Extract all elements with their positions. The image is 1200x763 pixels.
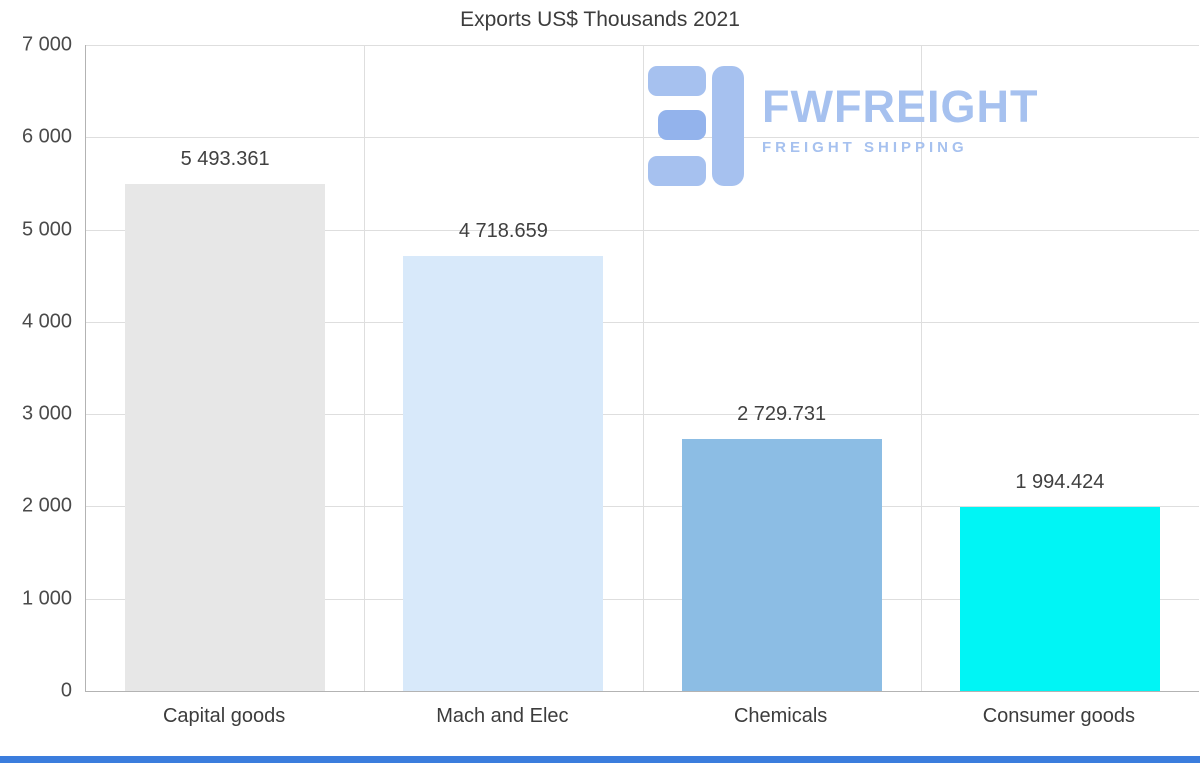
x-tick-label: Capital goods [162,705,286,727]
y-tick-label: 0 [60,679,72,702]
logo-tagline: FREIGHT SHIPPING [762,139,968,156]
fwfreight-logo: FWFREIGHT FREIGHT SHIPPING [648,66,1063,186]
fwfreight-logo-icon [648,66,744,186]
bar-chemicals [681,439,882,691]
x-tick-label: Consumer goods [982,705,1136,727]
chart-title: Exports US$ Thousands 2021 [460,8,740,31]
gridline-vertical [920,45,922,691]
bar-value-label: 1 994.424 [1015,470,1105,493]
bar-value-label: 5 493.361 [180,148,270,171]
y-axis: 7 000 6 000 5 000 4 000 3 000 2 000 1 000 0 [0,34,72,702]
x-tick-label: Mach and Elec [436,705,569,727]
y-tick-label: 2 000 [21,494,72,517]
gridline-vertical [364,45,366,691]
y-tick-label: 7 000 [21,33,72,56]
plot-area: 5 493.361 4 718.659 2 729.731 1 994.424 [85,45,1199,692]
bar-mach-and-elec [403,255,604,691]
y-tick-label: 5 000 [21,218,72,241]
y-tick-label: 3 000 [21,402,72,425]
logo-text-block: FWFREIGHT FREIGHT SHIPPING [762,66,1063,156]
bar-value-label: 2 729.731 [737,403,827,426]
y-tick-label: 4 000 [21,310,72,333]
y-tick-label: 6 000 [21,125,72,148]
bar-capital-goods [125,184,326,691]
x-tick-label: Chemicals [733,705,828,727]
logo-name: FWFREIGHT [762,81,1039,132]
x-axis-labels: Capital goods Mach and Elec Chemicals Consu… [85,705,1198,739]
bar-value-label: 4 718.659 [458,219,548,242]
bar-consumer-goods [959,506,1160,691]
gridline-vertical [642,45,644,691]
bottom-accent-strip [0,756,1200,763]
y-tick-label: 1 000 [21,587,72,610]
